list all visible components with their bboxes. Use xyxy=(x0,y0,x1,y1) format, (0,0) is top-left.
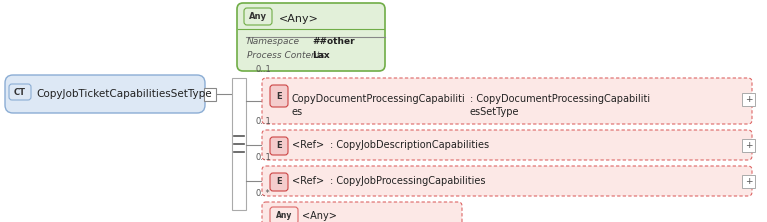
Text: Any: Any xyxy=(249,12,267,21)
Text: : CopyJobDescriptionCapabilities: : CopyJobDescriptionCapabilities xyxy=(330,140,489,150)
Text: 0..1: 0..1 xyxy=(256,153,272,162)
FancyBboxPatch shape xyxy=(244,8,272,25)
Text: CopyJobTicketCapabilitiesSetType: CopyJobTicketCapabilitiesSetType xyxy=(36,89,212,99)
Text: esSetType: esSetType xyxy=(470,107,519,117)
FancyBboxPatch shape xyxy=(262,166,752,196)
Text: +: + xyxy=(745,141,752,150)
Text: E: E xyxy=(276,141,281,151)
Text: E: E xyxy=(276,178,281,186)
Text: Any: Any xyxy=(276,211,292,220)
Text: es: es xyxy=(292,107,303,117)
Bar xyxy=(742,93,755,106)
FancyBboxPatch shape xyxy=(270,207,298,222)
Text: Lax: Lax xyxy=(312,50,330,59)
FancyBboxPatch shape xyxy=(9,84,31,100)
FancyBboxPatch shape xyxy=(270,173,288,191)
Bar xyxy=(742,139,755,152)
Text: Namespace: Namespace xyxy=(247,36,300,46)
Bar xyxy=(204,88,216,101)
Text: +: + xyxy=(745,95,752,104)
Text: Process Contents: Process Contents xyxy=(247,50,325,59)
Text: CT: CT xyxy=(14,87,26,97)
Text: 0..1: 0..1 xyxy=(256,65,272,74)
Text: 0..1: 0..1 xyxy=(256,117,272,126)
Text: CopyDocumentProcessingCapabiliti: CopyDocumentProcessingCapabiliti xyxy=(292,94,466,104)
FancyBboxPatch shape xyxy=(237,3,385,71)
Bar xyxy=(742,175,755,188)
FancyBboxPatch shape xyxy=(262,202,462,222)
Text: <Any>: <Any> xyxy=(302,211,337,221)
FancyBboxPatch shape xyxy=(262,130,752,160)
Text: 0..*: 0..* xyxy=(256,189,271,198)
Text: : CopyJobProcessingCapabilities: : CopyJobProcessingCapabilities xyxy=(330,176,486,186)
Text: <Any>: <Any> xyxy=(279,14,319,24)
Text: <Ref>: <Ref> xyxy=(292,140,324,150)
FancyBboxPatch shape xyxy=(262,78,752,124)
Text: E: E xyxy=(276,91,281,101)
Text: : CopyDocumentProcessingCapabiliti: : CopyDocumentProcessingCapabiliti xyxy=(470,94,650,104)
FancyBboxPatch shape xyxy=(5,75,205,113)
FancyBboxPatch shape xyxy=(270,85,288,107)
Bar xyxy=(232,78,246,210)
FancyBboxPatch shape xyxy=(270,137,288,155)
Text: +: + xyxy=(745,177,752,186)
Text: <Ref>: <Ref> xyxy=(292,176,324,186)
Text: ##other: ##other xyxy=(312,36,354,46)
